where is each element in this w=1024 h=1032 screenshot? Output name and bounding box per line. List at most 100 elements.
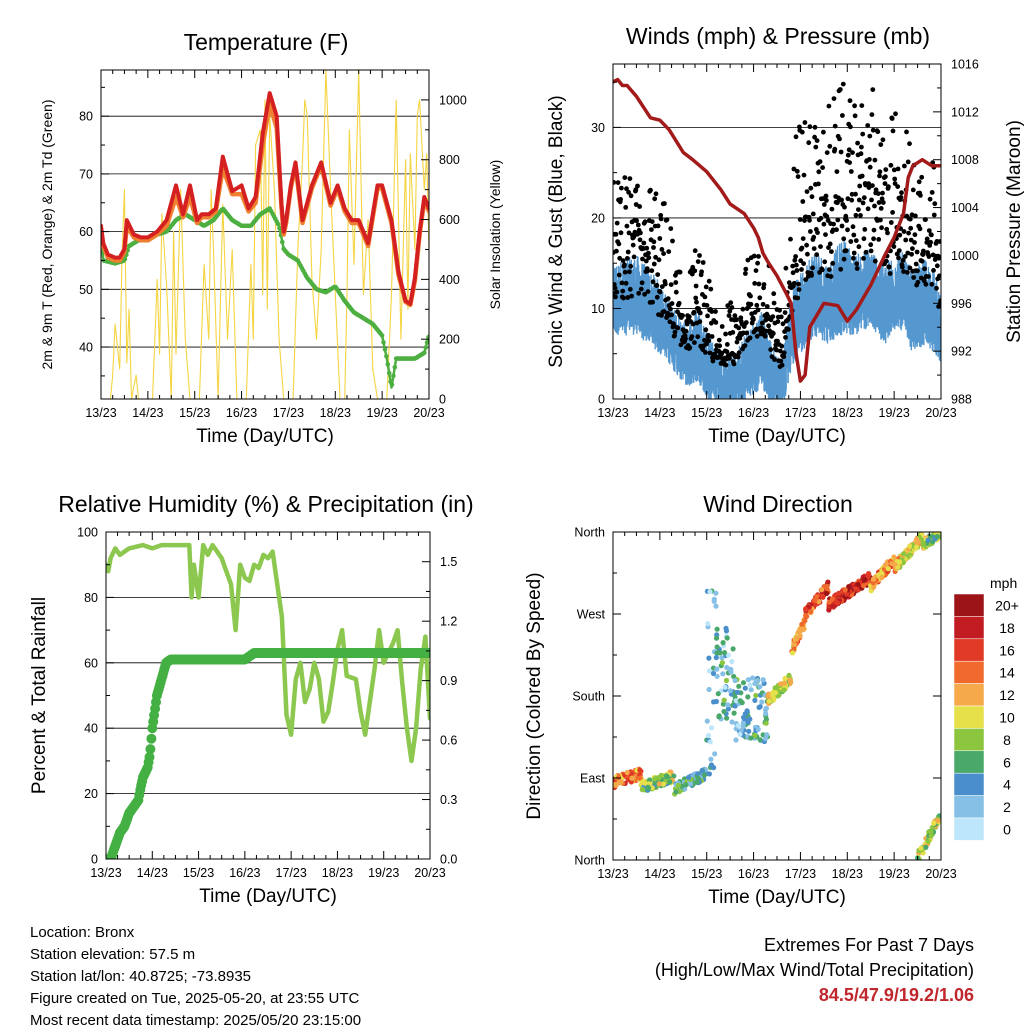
direction-point xyxy=(742,685,748,691)
gust-point xyxy=(932,201,938,207)
y-tick-label-right: 1004 xyxy=(951,201,979,215)
direction-point xyxy=(787,677,793,683)
gust-point xyxy=(670,238,675,244)
gust-point xyxy=(865,123,871,128)
gust-point xyxy=(821,129,826,135)
gust-point xyxy=(913,213,918,219)
gust-point xyxy=(870,87,876,92)
gust-point xyxy=(659,247,665,252)
gust-point xyxy=(622,262,627,268)
gust-point xyxy=(622,175,628,181)
direction-point xyxy=(792,642,798,648)
direction-point xyxy=(647,777,653,783)
gust-point xyxy=(856,244,862,250)
gust-point xyxy=(902,163,907,169)
gust-point xyxy=(621,295,626,301)
direction-point xyxy=(710,670,717,677)
gust-point xyxy=(872,157,878,163)
direction-point xyxy=(713,654,719,661)
direction-point xyxy=(714,666,720,672)
gust-point xyxy=(781,350,787,356)
gust-point xyxy=(792,257,798,263)
y-axis-label: Direction (Colored By Speed) xyxy=(524,572,545,819)
gust-point xyxy=(859,103,865,108)
direction-point xyxy=(663,773,670,779)
gust-point xyxy=(878,142,884,148)
gust-point xyxy=(689,334,695,339)
direction-point xyxy=(675,782,681,789)
y-tick-label: 100 xyxy=(77,526,98,540)
gust-point xyxy=(795,174,801,180)
x-tick-label: 14/23 xyxy=(137,866,168,880)
gust-point xyxy=(631,234,637,240)
gust-point xyxy=(826,245,831,251)
gust-point xyxy=(672,329,678,335)
gust-point xyxy=(756,254,761,259)
gust-point xyxy=(926,274,931,279)
gust-point xyxy=(703,350,708,355)
gust-point xyxy=(875,191,881,197)
gust-point xyxy=(654,282,660,288)
y-tick-label-right: 0.0 xyxy=(440,853,457,867)
direction-point xyxy=(820,594,826,600)
extremes-values: 84.5/47.9/19.2/1.06 xyxy=(818,985,974,1005)
x-tick-label: 15/23 xyxy=(691,406,722,420)
direction-point xyxy=(757,704,763,710)
x-tick-label: 19/23 xyxy=(368,866,399,880)
gust-point xyxy=(709,334,715,339)
gust-point xyxy=(759,320,765,326)
direction-point xyxy=(799,621,805,628)
x-tick-label: 13/23 xyxy=(597,867,628,881)
gust-point xyxy=(803,277,809,282)
direction-point xyxy=(765,693,771,699)
gust-point xyxy=(716,337,722,343)
dewpoint-series xyxy=(101,206,429,387)
direction-point xyxy=(842,587,848,593)
gust-point xyxy=(662,201,667,206)
gust-point xyxy=(871,227,877,233)
gust-point xyxy=(831,221,836,227)
gust-point xyxy=(616,272,622,278)
gust-point xyxy=(832,123,838,129)
gust-point xyxy=(693,283,699,289)
gust-point xyxy=(683,336,688,341)
chart-title: Winds (mph) & Pressure (mb) xyxy=(626,23,930,49)
gust-point xyxy=(684,321,690,327)
x-tick-label: 17/23 xyxy=(273,406,304,420)
direction-point xyxy=(707,589,713,595)
gust-point xyxy=(814,138,820,144)
gust-point xyxy=(889,116,895,121)
gust-point xyxy=(910,246,915,252)
gust-point xyxy=(848,239,854,244)
direction-point xyxy=(892,561,898,568)
gust-point xyxy=(867,133,873,139)
gust-point xyxy=(692,340,697,345)
gust-point xyxy=(926,228,932,234)
x-tick-label: 18/23 xyxy=(832,867,863,881)
x-tick-label: 17/23 xyxy=(785,406,816,420)
gust-point xyxy=(808,229,813,234)
y-tick-label-right: 0.9 xyxy=(440,674,457,688)
gust-series xyxy=(613,81,941,369)
gust-point xyxy=(854,261,860,267)
gust-point xyxy=(907,265,913,271)
direction-point xyxy=(772,685,778,691)
gust-point xyxy=(734,339,740,345)
gust-point xyxy=(923,217,928,223)
direction-point xyxy=(737,731,743,737)
gust-point xyxy=(703,327,709,333)
gust-point xyxy=(867,164,873,170)
gust-point xyxy=(839,197,844,203)
legend-label: 10 xyxy=(999,710,1015,726)
direction-point xyxy=(748,687,754,693)
direction-point xyxy=(901,551,907,557)
legend-label: 6 xyxy=(1003,754,1011,770)
direction-point xyxy=(913,544,920,550)
gust-point xyxy=(736,325,742,331)
gust-point xyxy=(713,320,719,325)
direction-point xyxy=(802,618,808,624)
recent-text: Most recent data timestamp: 2025/05/20 2… xyxy=(30,1012,362,1029)
gust-point xyxy=(859,173,865,179)
direction-point xyxy=(695,771,701,777)
direction-point xyxy=(748,735,754,741)
